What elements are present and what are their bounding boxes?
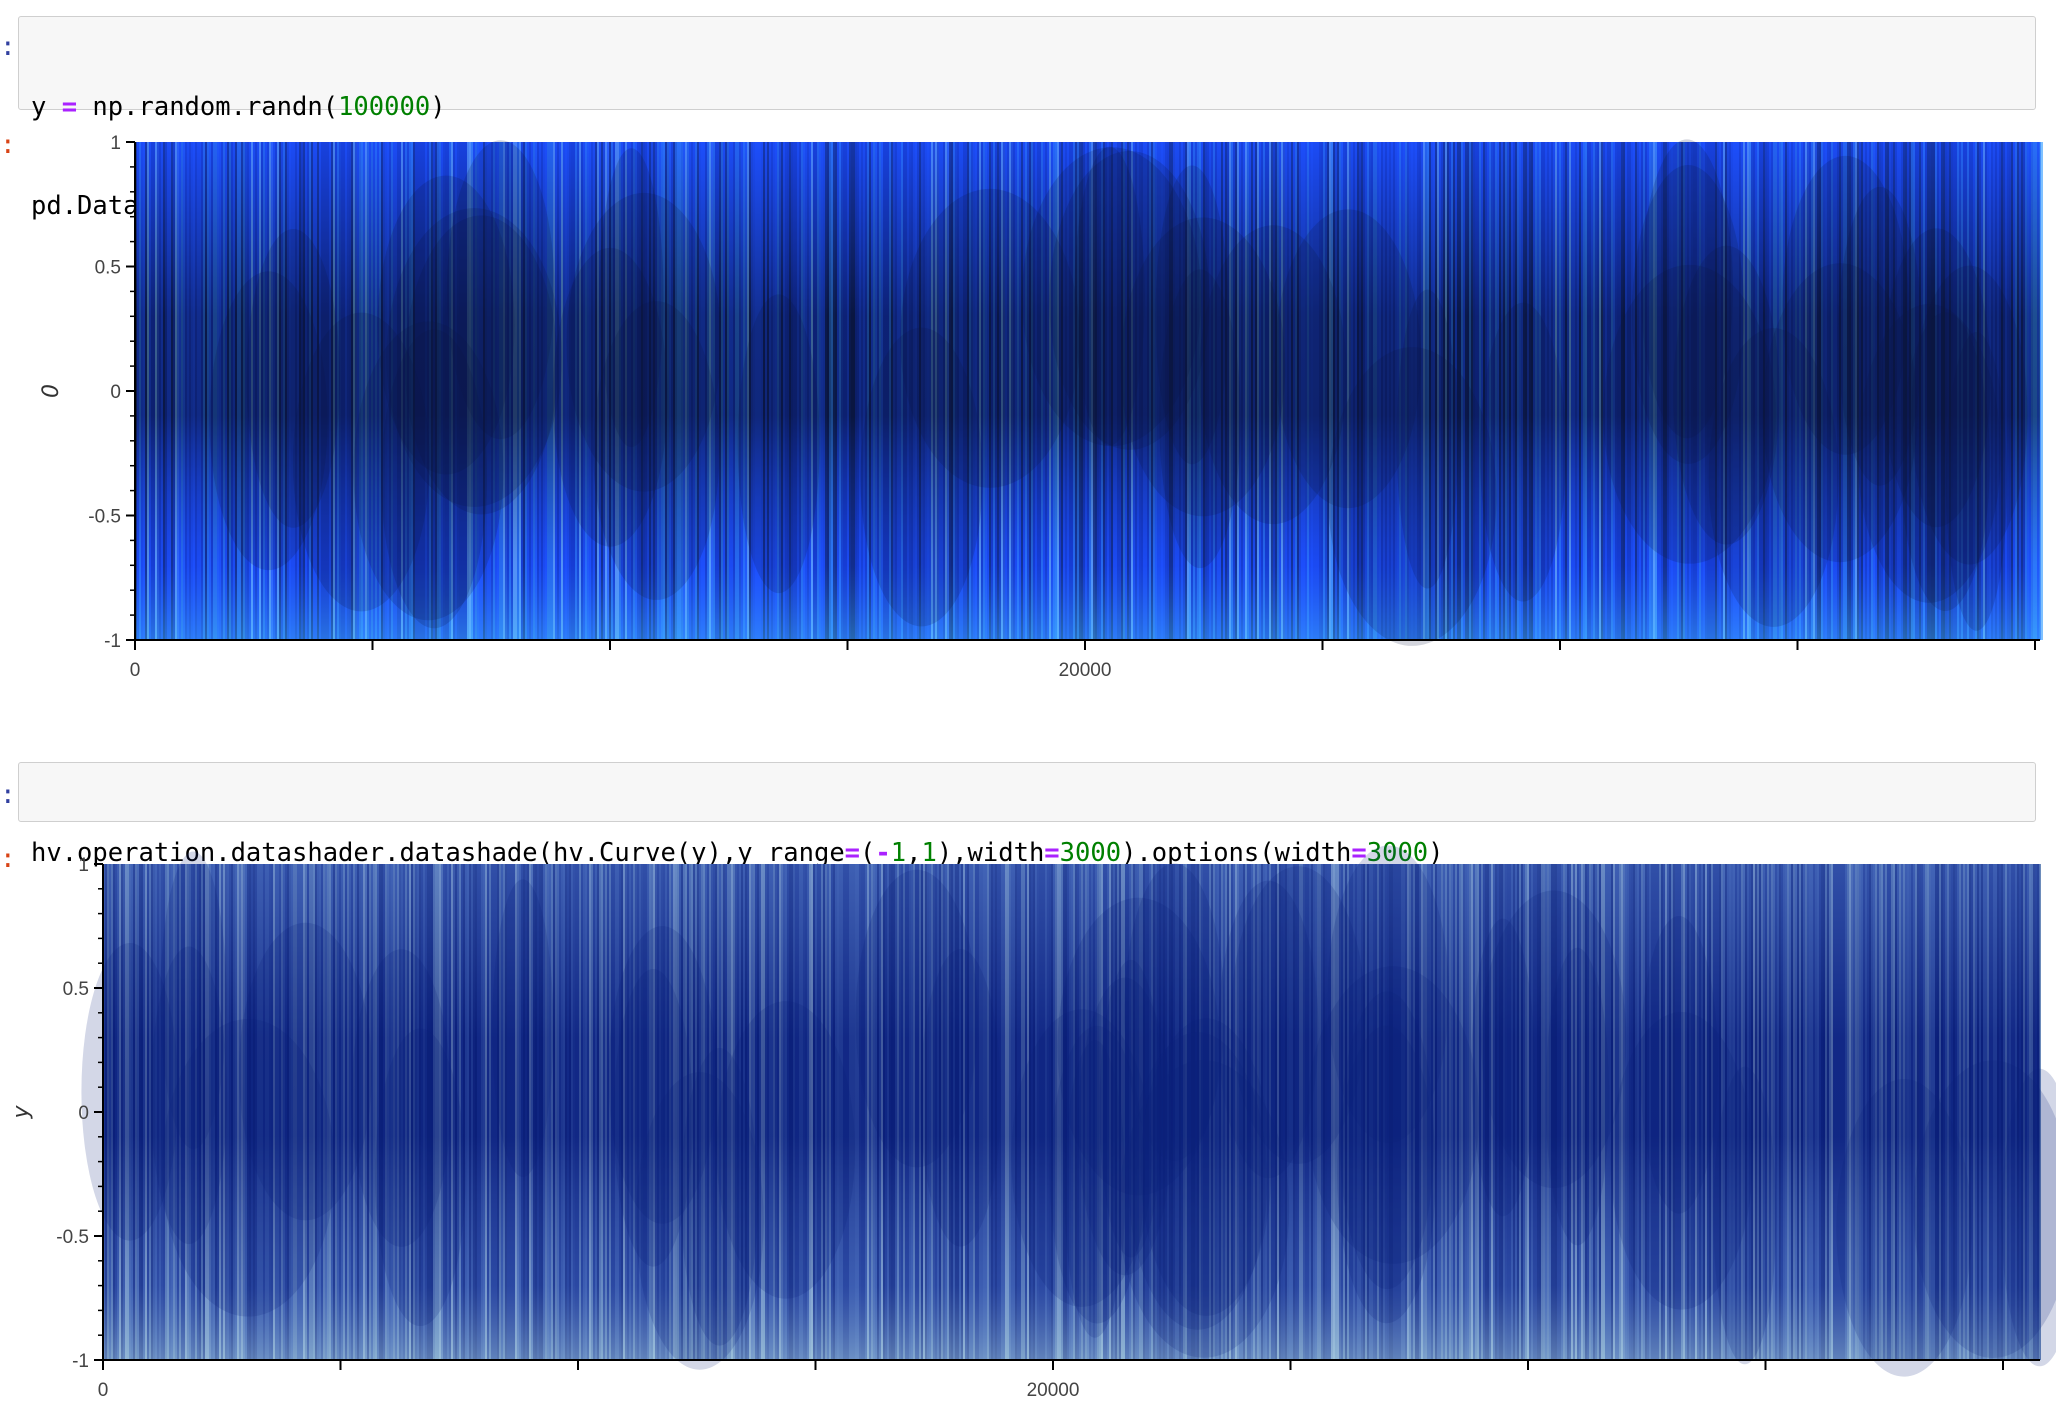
- cell-input-prompt-marker: :: [0, 780, 16, 810]
- code-cell-1-input[interactable]: y = np.random.randn(100000) pd.DataFrame…: [18, 16, 2036, 221]
- code-token: ,: [906, 838, 922, 868]
- code-token: -: [875, 838, 891, 868]
- code-token: ): [430, 92, 446, 122]
- y-tick-label: -1: [104, 631, 121, 652]
- plot-1[interactable]: 1 0.5 0 -0.5 -1 0 20000 0: [0, 130, 2056, 690]
- cell-input-prompt-marker: :: [0, 32, 16, 62]
- code-cell-2-input[interactable]: hv.operation.datashader.datashade(hv.Cur…: [18, 762, 2036, 868]
- x-tick-label: 0: [98, 1380, 109, 1401]
- plot-2-svg: 1 0.5 0 -0.5 -1 0 20000 y: [9, 845, 2056, 1401]
- y-tick-label: -0.5: [88, 507, 121, 528]
- y-tick-label: 0.5: [63, 979, 89, 1000]
- y-tick-label: 1: [110, 133, 121, 154]
- y-tick-label: 0: [78, 1103, 89, 1124]
- datashaded-image: [81, 845, 2056, 1377]
- code-token: ).options(width: [1121, 838, 1352, 868]
- code-token: ): [1428, 838, 1444, 868]
- y-tick-label: 0.5: [95, 258, 121, 279]
- code-token: 3000: [1366, 838, 1429, 868]
- code-token: (: [860, 838, 876, 868]
- code-token: 100000: [338, 92, 431, 122]
- y-tick-label: 0: [110, 382, 121, 403]
- code-token: ),width: [936, 838, 1045, 868]
- code-token: =: [844, 838, 861, 868]
- code-token: hv.operation.datashader.datashade(hv.Cur…: [31, 838, 845, 868]
- code-line: hv.operation.datashader.datashade(hv.Cur…: [31, 837, 2023, 870]
- y-tick-label: -1: [72, 1351, 89, 1372]
- datashaded-image: [135, 139, 2043, 646]
- y-axis-title: y: [9, 1105, 34, 1120]
- code-token: =: [1351, 838, 1367, 868]
- code-token: 1: [890, 838, 907, 868]
- y-tick-label: 1: [78, 855, 89, 876]
- plot-2[interactable]: 1 0.5 0 -0.5 -1 0 20000 y: [0, 844, 2056, 1404]
- code-token: np.random.randn(: [77, 92, 339, 122]
- code-line: y = np.random.randn(100000): [31, 91, 2023, 124]
- code-token: 1: [921, 838, 937, 868]
- y-tick-label: -0.5: [56, 1227, 89, 1248]
- x-tick-label: 20000: [1059, 660, 1112, 681]
- code-token: =: [61, 92, 78, 122]
- y-axis-title: 0: [39, 384, 64, 398]
- code-token: y: [31, 92, 62, 122]
- plot-1-svg: 1 0.5 0 -0.5 -1 0 20000 0: [39, 133, 2043, 681]
- x-tick-label: 0: [130, 660, 141, 681]
- code-token: 3000: [1059, 838, 1122, 868]
- x-tick-label: 20000: [1027, 1380, 1080, 1401]
- code-token: =: [1044, 838, 1060, 868]
